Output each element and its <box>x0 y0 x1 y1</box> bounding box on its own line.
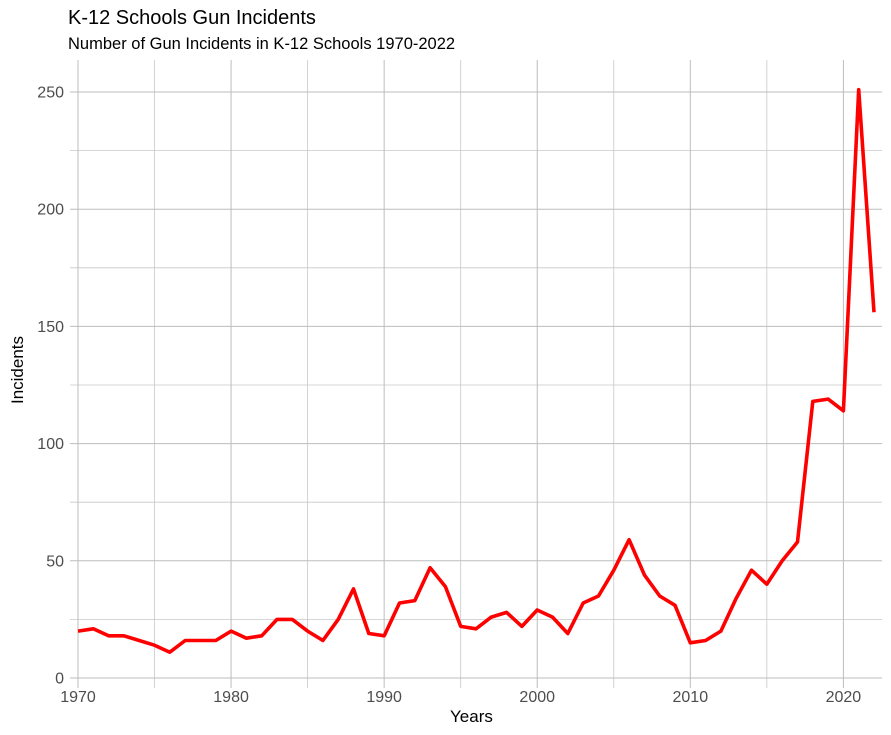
x-tick-label: 1980 <box>213 689 249 706</box>
y-tick-label: 200 <box>37 202 64 219</box>
chart-title: K-12 Schools Gun Incidents <box>68 7 316 29</box>
x-axis-label: Years <box>450 707 493 726</box>
x-tick-label: 1990 <box>366 689 402 706</box>
x-tick-label: 2020 <box>826 689 862 706</box>
x-tick-label: 2000 <box>519 689 555 706</box>
y-tick-label: 150 <box>37 319 64 336</box>
x-tick-label: 1970 <box>60 689 96 706</box>
x-tick-label: 2010 <box>673 689 709 706</box>
chart-subtitle: Number of Gun Incidents in K-12 Schools … <box>68 35 456 53</box>
y-tick-label: 250 <box>37 85 64 102</box>
y-tick-label: 0 <box>55 671 64 688</box>
series-line-incidents <box>77 87 876 655</box>
y-tick-label: 100 <box>37 436 64 453</box>
series-layer <box>77 87 876 655</box>
grid-lines <box>70 60 882 688</box>
axis-tick-labels: 0 50 100 150 200 250 1970 1980 1990 2000 2010 2020 <box>37 85 861 707</box>
y-tick-label: 50 <box>46 553 64 570</box>
